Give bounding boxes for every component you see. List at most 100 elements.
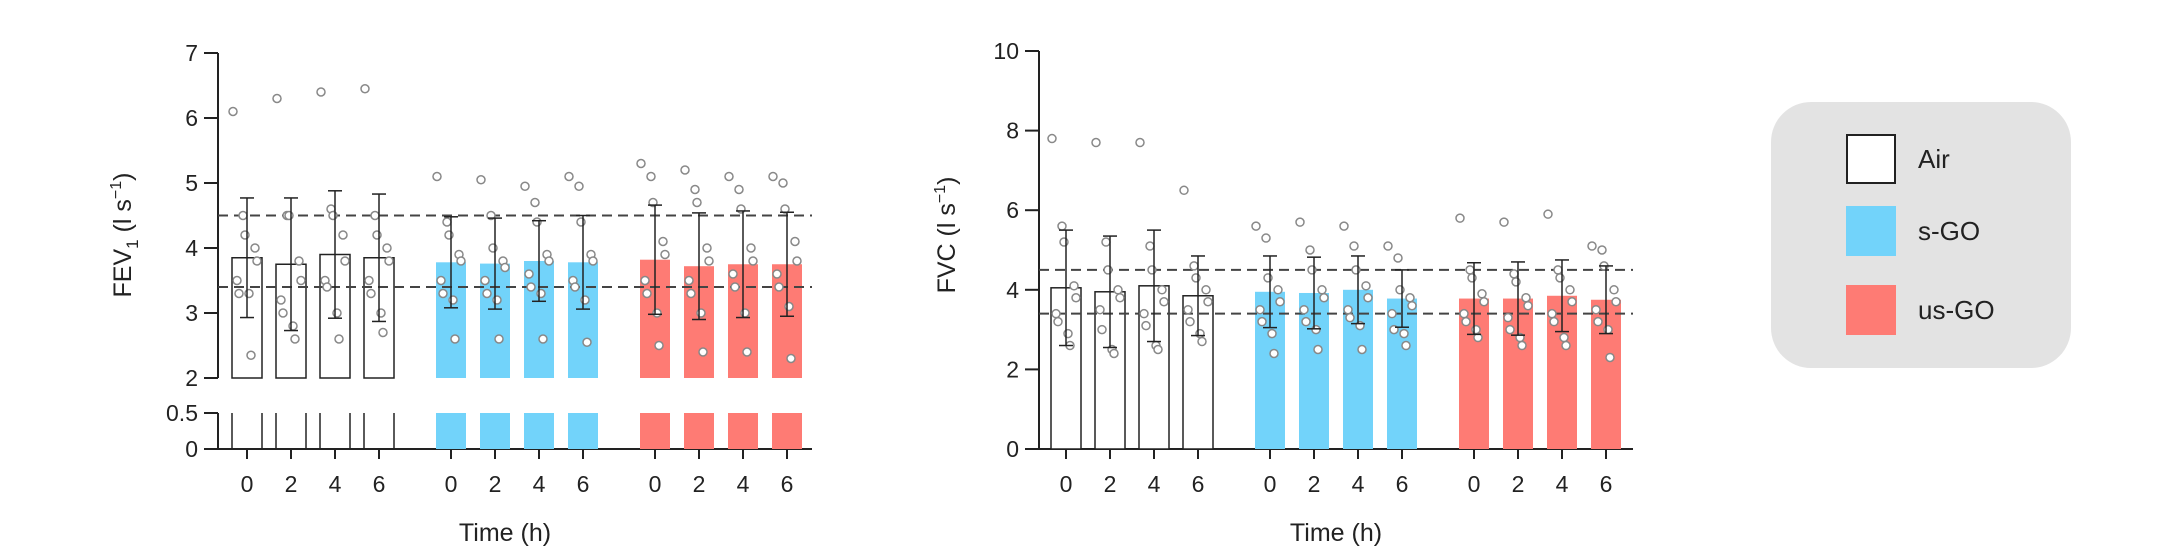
data-point xyxy=(636,158,646,169)
x-tick-label: 4 xyxy=(1148,471,1161,497)
data-point xyxy=(1383,241,1393,251)
data-point xyxy=(1509,269,1519,279)
data-point xyxy=(1361,281,1371,291)
data-point xyxy=(1503,312,1513,323)
data-point xyxy=(492,295,502,305)
legend-swatch-us-go xyxy=(1846,285,1896,335)
data-point xyxy=(334,334,344,344)
data-point xyxy=(778,178,788,188)
data-point xyxy=(1407,300,1417,311)
data-point xyxy=(1185,316,1195,327)
data-point xyxy=(290,334,300,344)
data-point xyxy=(588,256,598,266)
data-point xyxy=(1095,304,1105,315)
data-point xyxy=(686,288,696,299)
legend-item-air: Air xyxy=(1846,133,1950,185)
data-point xyxy=(1157,285,1167,295)
data-point xyxy=(1517,340,1527,351)
data-point xyxy=(1189,261,1199,271)
data-point xyxy=(1317,285,1327,295)
x-axis-label: Time (h) xyxy=(459,519,551,547)
bar-lower xyxy=(568,413,598,449)
data-point xyxy=(544,256,554,266)
data-point xyxy=(698,347,708,357)
data-point xyxy=(526,282,536,292)
data-point xyxy=(1393,253,1403,263)
data-point xyxy=(1521,293,1531,303)
data-point xyxy=(746,243,756,253)
data-point xyxy=(450,334,460,344)
data-point xyxy=(774,282,784,292)
data-point xyxy=(1141,320,1151,331)
data-point xyxy=(582,337,592,347)
data-point xyxy=(704,256,714,266)
y-tick-label: 3 xyxy=(185,300,198,326)
data-point xyxy=(1479,296,1489,307)
data-point xyxy=(536,288,546,299)
data-point xyxy=(232,275,242,286)
data-point xyxy=(1257,316,1267,327)
legend-swatch-s-go xyxy=(1846,206,1896,256)
data-point xyxy=(1559,332,1569,343)
y-axis-label: FVC (l s−1) xyxy=(932,177,961,294)
data-point xyxy=(1467,273,1477,283)
data-point xyxy=(772,269,782,279)
x-tick-label: 2 xyxy=(489,471,502,497)
x-tick-label: 6 xyxy=(781,471,794,497)
data-point xyxy=(1549,316,1559,327)
data-point xyxy=(1057,221,1067,231)
bar-lower xyxy=(480,413,510,449)
bar-lower xyxy=(684,413,714,449)
x-tick-label: 2 xyxy=(285,471,298,497)
data-point xyxy=(1339,221,1349,231)
x-tick-label: 0 xyxy=(445,471,458,497)
data-point xyxy=(530,197,540,208)
data-point xyxy=(786,353,796,364)
data-point xyxy=(642,288,652,299)
x-tick-label: 2 xyxy=(1104,471,1117,497)
x-tick-label: 0 xyxy=(1468,471,1481,497)
data-point xyxy=(680,165,690,175)
data-point xyxy=(364,275,374,286)
data-point xyxy=(1269,348,1279,359)
data-point xyxy=(652,308,662,318)
data-point xyxy=(340,256,350,266)
data-point xyxy=(696,308,706,318)
y-tick-label: 4 xyxy=(185,235,198,261)
data-point xyxy=(1059,237,1069,247)
data-point xyxy=(378,327,388,338)
data-point xyxy=(1159,296,1169,307)
data-point xyxy=(740,308,750,318)
y-tick-label: 5 xyxy=(185,170,198,196)
data-point xyxy=(570,282,580,292)
data-point xyxy=(1395,285,1405,295)
data-point xyxy=(1109,348,1119,359)
data-point xyxy=(1465,265,1475,275)
data-point xyxy=(488,243,498,253)
data-point xyxy=(1523,300,1533,311)
data-point xyxy=(1561,340,1571,351)
data-point xyxy=(1593,316,1603,327)
data-point xyxy=(1115,293,1125,303)
data-point xyxy=(366,288,376,299)
y-tick-label: 0 xyxy=(185,436,198,462)
legend-swatch-air xyxy=(1846,134,1896,184)
data-point xyxy=(1203,296,1213,307)
data-point xyxy=(1139,308,1149,319)
data-point xyxy=(1505,324,1515,335)
data-point xyxy=(692,197,702,208)
data-point xyxy=(360,84,370,94)
data-point xyxy=(376,308,386,318)
x-tick-label: 6 xyxy=(373,471,386,497)
y-tick-label: 6 xyxy=(185,105,198,131)
data-point xyxy=(1499,217,1509,227)
data-point xyxy=(1355,320,1365,331)
data-point xyxy=(1101,237,1111,247)
data-point xyxy=(1357,344,1367,355)
data-point xyxy=(288,321,298,331)
x-tick-label: 2 xyxy=(693,471,706,497)
fvc-chart: 0 2 4 6 8 10 FVC (l s−1) Time (h) 0 2 4 6 0 2 4 6 0 2 4 6 xyxy=(932,38,1633,547)
data-point xyxy=(438,288,448,299)
y-tick-label: 4 xyxy=(1006,277,1019,303)
